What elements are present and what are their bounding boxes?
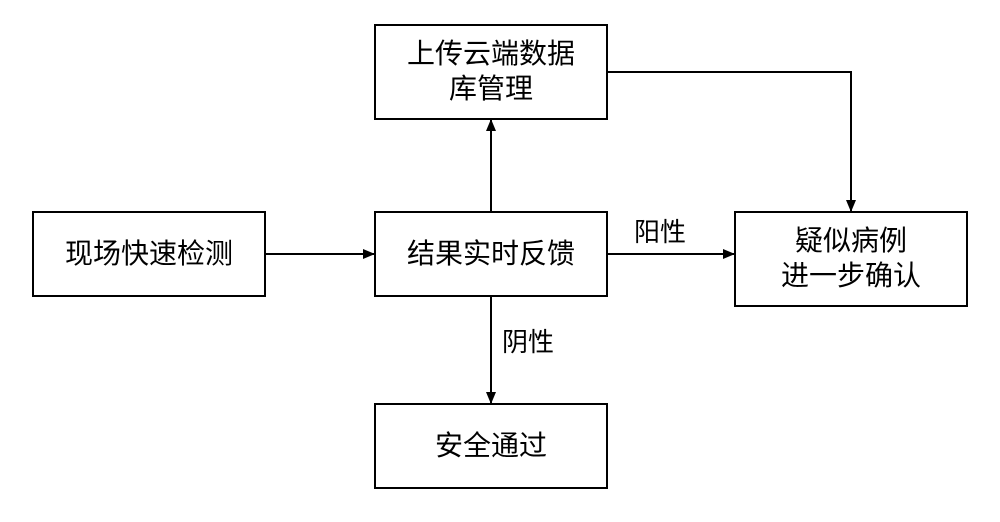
node-label: 现场快速检测 (65, 237, 233, 272)
node-safe-pass: 安全通过 (374, 403, 608, 489)
node-label: 疑似病例进一步确认 (781, 224, 921, 294)
node-label: 安全通过 (435, 429, 547, 464)
node-label: 上传云端数据库管理 (407, 37, 575, 107)
node-cloud-upload: 上传云端数据库管理 (374, 24, 608, 120)
edge-cloud-to-suspect (608, 72, 851, 211)
node-label: 结果实时反馈 (407, 237, 575, 272)
node-suspect-confirm: 疑似病例进一步确认 (734, 211, 968, 307)
node-realtime-feedback: 结果实时反馈 (374, 211, 608, 297)
node-onsite-detection: 现场快速检测 (32, 211, 266, 297)
flowchart-canvas: 现场快速检测 结果实时反馈 上传云端数据库管理 安全通过 疑似病例进一步确认 阳… (0, 0, 1000, 522)
edge-label-negative: 阴性 (502, 322, 554, 359)
edge-label-positive: 阳性 (634, 212, 686, 249)
